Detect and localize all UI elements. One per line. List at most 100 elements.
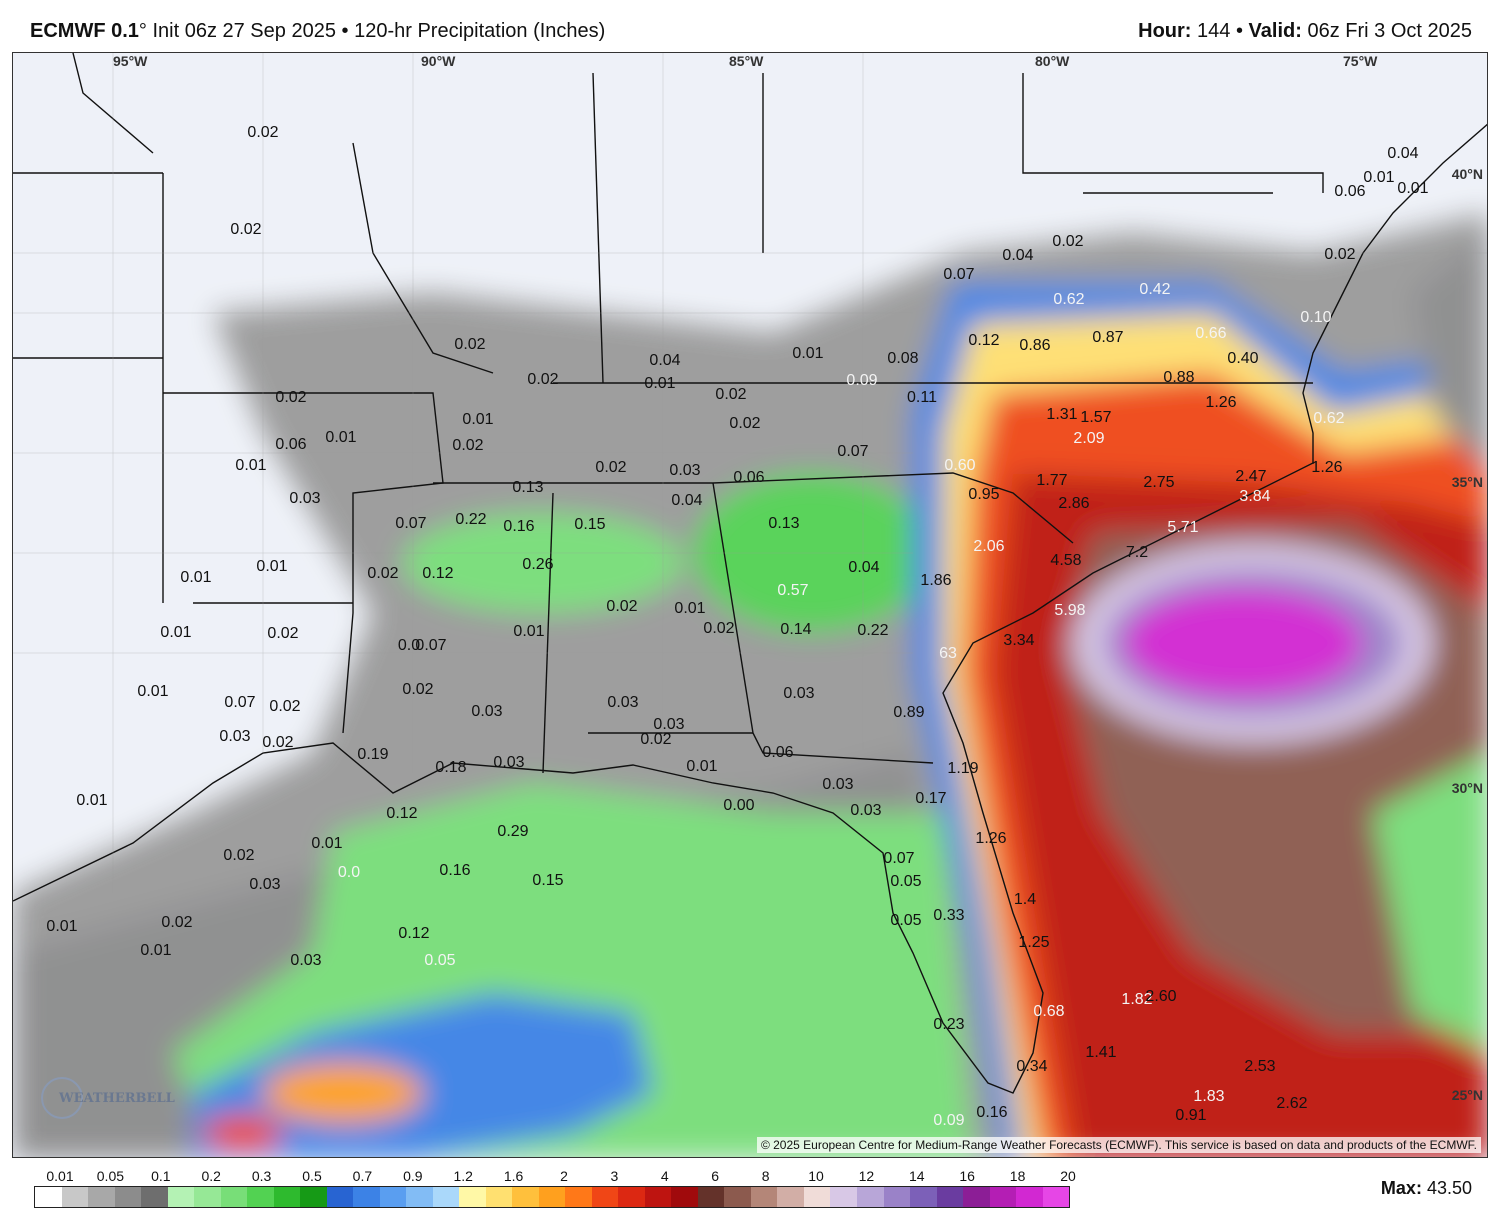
precip-value-label: 0.03 (471, 703, 503, 720)
precip-value-label: 0.03 (669, 462, 701, 479)
precip-value-label: 0.12 (422, 565, 454, 582)
precip-value-label: 0.03 (493, 754, 525, 771)
precip-value-label: 0.01 (686, 758, 718, 775)
precip-value-label: 0.14 (780, 621, 812, 638)
precip-value-label: 0.01 (46, 918, 78, 935)
precip-value-label: 0.06 (275, 436, 307, 453)
precip-value-label: 1.26 (1205, 394, 1237, 411)
precip-value-label: 0.02 (269, 698, 301, 715)
precip-value-label: 0.01 (256, 558, 288, 575)
precip-value-label: 0.08 (887, 350, 919, 367)
valid-time-info: Hour: 144 • Valid: 06z Fri 3 Oct 2025 (1138, 20, 1472, 43)
legend-swatch (326, 1187, 354, 1207)
precip-value-label: 0.13 (768, 515, 800, 532)
precip-value-label: 0.34 (1016, 1058, 1048, 1075)
precip-value-label: 0.01 (674, 600, 706, 617)
legend-swatch (671, 1187, 698, 1207)
precip-value-label: 0.29 (497, 823, 529, 840)
legend-swatch (1016, 1187, 1043, 1207)
precip-value-label: 0.22 (455, 511, 487, 528)
precip-value-label: 0.02 (729, 415, 761, 432)
legend-swatch (459, 1187, 486, 1207)
precip-value-label: 0.01 (160, 624, 192, 641)
precip-value-label: 0.13 (512, 479, 544, 496)
lon-label-80w: 80°W (1035, 53, 1070, 69)
legend-swatch (35, 1187, 62, 1207)
precip-value-label: 0.18 (435, 759, 467, 776)
precip-value-label: 0.02 (454, 336, 486, 353)
legend-tick-label: 10 (808, 1168, 824, 1184)
map-title: ECMWF 0.1° Init 06z 27 Sep 2025 • 120-hr… (30, 20, 605, 43)
precip-value-label: 4.58 (1050, 552, 1082, 569)
precip-value-label: 0.01 (140, 942, 172, 959)
precip-value-label: 0.06 (733, 469, 765, 486)
precip-value-label: 3.34 (1003, 632, 1035, 649)
precip-value-label: 2.60 (1145, 988, 1177, 1005)
legend-swatch (353, 1187, 380, 1207)
precip-value-label: 63 (939, 645, 957, 662)
lon-label-85w: 85°W (729, 53, 764, 69)
precip-value-label: 0.12 (386, 805, 418, 822)
precip-value-label: 0.66 (1195, 325, 1227, 342)
precip-value-label: 0.09 (933, 1112, 965, 1129)
precip-value-label: 0.03 (653, 716, 685, 733)
precip-value-label: 0.01 (1363, 169, 1395, 186)
precip-value-label: 1.25 (1018, 934, 1050, 951)
precipitation-map: 95°W 90°W 85°W 80°W 75°W 40°N 35°N 30°N … (12, 52, 1488, 1158)
precip-value-label: 0.15 (574, 516, 606, 533)
legend-swatch (910, 1187, 937, 1207)
precip-value-label: 0.42 (1139, 281, 1171, 298)
precip-value-label: 0.07 (224, 694, 256, 711)
valid-label: Valid: (1248, 20, 1302, 42)
legend-tick-label: 2 (560, 1168, 568, 1184)
precip-value-label: 0.12 (968, 332, 1000, 349)
init-time: Init 06z 27 Sep 2025 (152, 20, 336, 42)
legend-swatch (777, 1187, 804, 1207)
precip-value-label: 0.03 (822, 776, 854, 793)
precip-value-label: 0.11 (907, 389, 937, 406)
logo-text: WEATHERBELL (59, 1091, 175, 1106)
legend-swatch (1042, 1187, 1070, 1207)
precip-value-label: 0.07 (943, 266, 975, 283)
legend-swatch (273, 1187, 301, 1207)
legend-tick-label: 0.9 (403, 1168, 423, 1184)
legend-swatch (247, 1187, 274, 1207)
precip-value-label: 0.95 (968, 486, 1000, 503)
legend-tick-label: 8 (761, 1168, 770, 1184)
precip-value-label: 0.04 (1002, 247, 1034, 264)
precip-value-label: 0.02 (402, 681, 434, 698)
precip-value-label: 0.10 (1300, 309, 1332, 326)
max-label: Max: (1380, 1178, 1422, 1198)
legend-swatch (61, 1187, 89, 1207)
precip-value-label: 1.26 (1311, 459, 1343, 476)
precip-value-label: 0.04 (649, 352, 681, 369)
legend-labels: 0.01 0.05 0.1 0.2 0.3 0.5 0.7 0.9 1.2 1.6 2 3 4 6 8 10 1… (34, 1168, 1075, 1186)
precip-value-label: 0.05 (890, 912, 922, 929)
precip-value-label: 0.17 (915, 790, 947, 807)
legend-tick-label: 1.6 (503, 1168, 524, 1184)
precip-value-label: 1.86 (920, 572, 952, 589)
precip-value-label: 0.01 (1397, 180, 1429, 197)
precip-value-label: 0.02 (247, 124, 279, 141)
legend-swatch (565, 1187, 592, 1207)
precip-value-label: 0.02 (267, 625, 299, 642)
weatherbell-logo: WEATHERBELL (41, 1077, 175, 1119)
precip-value-label: 0.04 (848, 559, 880, 576)
precip-value-label: 0.89 (893, 704, 925, 721)
precip-value-label: 1.31 (1046, 406, 1078, 423)
legend-swatch (618, 1187, 645, 1207)
precip-value-label: 0.01 (792, 345, 824, 362)
legend-swatch (803, 1187, 831, 1207)
precip-value-label: 0.01 (137, 683, 169, 700)
precip-value-label: 0.02 (262, 734, 294, 751)
precip-value-label: 2.53 (1244, 1058, 1276, 1075)
legend-tick-label: 16 (959, 1168, 975, 1184)
precip-value-label: 0.12 (398, 925, 430, 942)
legend-color-bar (34, 1186, 1070, 1208)
legend-swatch (538, 1187, 566, 1207)
precip-value-label: 0.02 (452, 437, 484, 454)
precip-value-label: 2.75 (1143, 474, 1175, 491)
precip-value-label: 2.62 (1276, 1095, 1308, 1112)
precip-value-label: 0.0 (337, 864, 361, 881)
precip-value-label: 0.02 (367, 565, 399, 582)
